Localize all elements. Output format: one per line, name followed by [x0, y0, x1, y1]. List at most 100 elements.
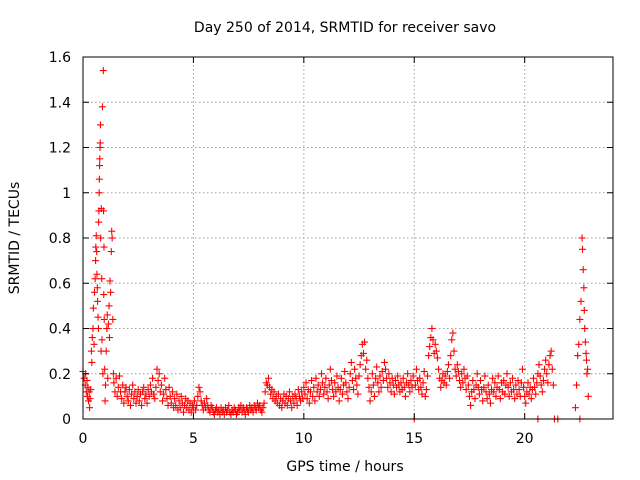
data-point — [93, 270, 101, 278]
data-point — [406, 388, 414, 396]
data-point — [98, 275, 106, 283]
data-point — [168, 388, 176, 396]
data-point — [343, 388, 351, 396]
data-point — [319, 379, 327, 387]
data-point — [305, 399, 313, 407]
data-point — [330, 392, 338, 400]
data-point — [93, 248, 101, 256]
data-point — [446, 374, 454, 382]
data-point — [87, 386, 95, 394]
data-point — [426, 343, 434, 351]
data-point — [92, 257, 100, 265]
data-point — [425, 352, 433, 360]
data-point — [141, 395, 149, 403]
data-point — [442, 381, 450, 389]
data-point — [96, 162, 104, 170]
data-point — [369, 381, 377, 389]
data-point — [517, 379, 525, 387]
data-point — [323, 388, 331, 396]
data-point — [574, 352, 582, 360]
data-point — [157, 381, 165, 389]
data-point — [491, 379, 499, 387]
data-point — [177, 392, 185, 400]
data-point — [225, 401, 233, 409]
data-point — [100, 315, 108, 323]
data-point — [584, 392, 592, 400]
data-point — [90, 288, 98, 296]
data-point — [522, 399, 530, 407]
data-point — [535, 361, 543, 369]
data-point — [489, 374, 497, 382]
data-point — [108, 227, 116, 235]
data-point — [475, 390, 483, 398]
data-point — [321, 383, 329, 391]
data-point — [385, 370, 393, 378]
data-point — [100, 243, 108, 251]
data-point — [503, 370, 511, 378]
data-point — [447, 352, 455, 360]
data-point — [460, 365, 468, 373]
data-point — [537, 381, 545, 389]
data-point — [401, 392, 409, 400]
data-point — [288, 404, 296, 412]
data-point — [384, 383, 392, 391]
data-point — [154, 377, 162, 385]
data-point — [355, 372, 363, 380]
data-point — [259, 404, 267, 412]
data-point — [173, 390, 181, 398]
data-point — [306, 388, 314, 396]
data-point — [336, 386, 344, 394]
data-point — [490, 388, 498, 396]
data-point — [444, 361, 452, 369]
data-point — [371, 392, 378, 400]
data-point — [512, 381, 520, 389]
data-point — [365, 383, 373, 391]
data-point — [115, 372, 123, 380]
data-point — [583, 356, 590, 364]
data-point — [496, 395, 504, 403]
data-point — [361, 338, 369, 346]
data-point — [480, 383, 488, 391]
data-point — [400, 383, 408, 391]
data-point — [409, 372, 417, 380]
data-point — [350, 386, 358, 394]
data-point — [192, 406, 200, 414]
data-point — [99, 67, 107, 75]
data-point — [351, 365, 359, 373]
data-point — [433, 354, 441, 362]
data-point — [166, 392, 174, 400]
data-point — [356, 361, 364, 369]
data-point — [98, 336, 106, 344]
data-point — [126, 401, 134, 409]
data-point — [106, 277, 114, 285]
data-point — [521, 392, 529, 400]
data-point — [94, 313, 102, 321]
data-point — [465, 392, 473, 400]
data-point — [581, 325, 589, 332]
data-point — [373, 363, 381, 371]
data-point — [333, 372, 341, 380]
data-point — [176, 404, 184, 412]
data-point — [548, 365, 556, 373]
data-point — [501, 390, 509, 398]
data-point — [416, 374, 424, 382]
data-point — [375, 388, 383, 396]
data-point — [258, 408, 266, 416]
data-point — [500, 377, 508, 385]
data-point — [525, 390, 533, 398]
data-point — [341, 367, 349, 375]
gridlines — [83, 57, 613, 419]
x-tick-label: 0 — [79, 431, 88, 447]
data-point — [431, 340, 439, 348]
data-point — [121, 388, 129, 396]
data-point — [309, 392, 317, 400]
data-point — [96, 139, 104, 147]
x-tick-labels: 0 5 10 15 20 — [79, 431, 534, 447]
y-tick-label: 0.4 — [49, 322, 71, 338]
data-point — [347, 358, 355, 366]
data-point — [338, 390, 346, 398]
data-point — [143, 399, 151, 407]
y-tick-label: 0.8 — [49, 231, 71, 247]
data-point — [541, 365, 549, 373]
axis-ticks — [82, 56, 613, 420]
